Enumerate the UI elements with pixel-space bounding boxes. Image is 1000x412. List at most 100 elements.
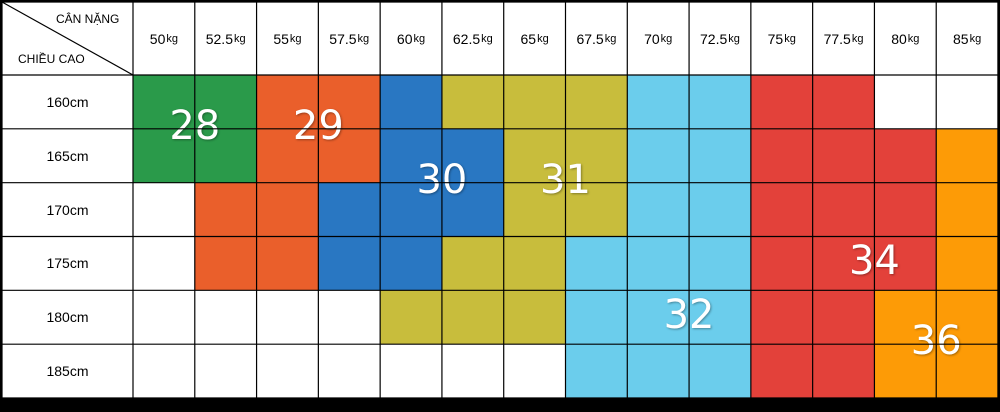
weight-unit: kg xyxy=(969,32,982,45)
weight-value: 77.5 xyxy=(823,30,851,47)
size-cell xyxy=(874,182,937,237)
size-cell xyxy=(689,128,752,184)
size-cell xyxy=(750,290,814,345)
size-label: 31 xyxy=(540,156,591,203)
weight-unit: kg xyxy=(289,32,302,45)
size-cell xyxy=(565,290,628,345)
size-cell xyxy=(936,128,999,184)
size-cell xyxy=(627,236,690,291)
size-cell xyxy=(194,344,258,399)
weight-header: 80 kg xyxy=(874,2,936,75)
weight-header: 62.5 kg xyxy=(442,2,504,75)
size-cell xyxy=(565,236,628,291)
weight-value: 65 xyxy=(520,30,537,47)
weight-value: 70 xyxy=(644,30,660,47)
weight-unit: kg xyxy=(851,32,864,45)
size-cell xyxy=(812,182,875,237)
weight-value: 85 xyxy=(952,30,969,47)
size-cell xyxy=(689,75,752,130)
weight-unit: kg xyxy=(166,32,178,45)
size-cell xyxy=(256,182,319,237)
size-cell xyxy=(750,128,814,184)
size-cell xyxy=(689,236,752,291)
size-cell xyxy=(318,128,381,184)
size-cell xyxy=(256,128,319,184)
size-cell xyxy=(689,182,752,237)
size-cell xyxy=(133,75,196,130)
size-cell xyxy=(318,182,381,237)
weight-header: 85 kg xyxy=(936,2,998,75)
weight-value: 52.5 xyxy=(205,30,233,47)
size-cell xyxy=(750,344,814,399)
size-cell xyxy=(318,344,381,399)
size-cell xyxy=(380,290,443,345)
size-label: 29 xyxy=(292,103,344,150)
size-cell xyxy=(874,344,937,399)
size-cell xyxy=(133,290,196,345)
weight-unit: kg xyxy=(660,32,673,45)
size-cell xyxy=(812,236,875,291)
size-cell xyxy=(503,75,566,130)
size-cell xyxy=(565,75,628,130)
size-cell xyxy=(936,236,999,291)
size-cell xyxy=(194,290,258,345)
weight-header: 75 kg xyxy=(751,2,813,75)
size-cell xyxy=(874,75,937,130)
weight-value: 60 xyxy=(396,30,413,47)
size-cell xyxy=(133,128,196,184)
weight-header: 67.5 kg xyxy=(566,2,628,75)
size-cell xyxy=(627,128,690,184)
size-cell xyxy=(380,75,443,130)
size-cell xyxy=(441,290,505,345)
size-cell xyxy=(750,75,814,130)
weight-header: 77.5 kg xyxy=(813,2,875,75)
weight-unit: kg xyxy=(604,32,617,45)
weight-unit: kg xyxy=(537,32,549,45)
corner-weight-label: CÂN NẶNG xyxy=(56,12,120,26)
weight-value: 55 xyxy=(273,30,289,47)
size-cell xyxy=(936,182,999,237)
size-cell xyxy=(194,182,258,237)
size-cell xyxy=(256,344,319,399)
weight-value: 62.5 xyxy=(452,30,481,47)
size-cell xyxy=(133,236,196,291)
weight-unit: kg xyxy=(413,32,426,45)
weight-unit: kg xyxy=(233,32,246,45)
weight-unit: kg xyxy=(728,32,740,45)
size-label: 32 xyxy=(663,291,715,338)
size-cell xyxy=(194,236,258,291)
size-cell xyxy=(318,290,381,345)
size-cell xyxy=(380,128,443,184)
weight-unit: kg xyxy=(907,32,920,45)
size-cell xyxy=(256,290,319,345)
size-cell xyxy=(503,128,566,184)
height-header: 185cm xyxy=(46,363,89,380)
size-cell xyxy=(750,182,814,237)
weight-header: 57.5 kg xyxy=(318,2,380,75)
size-cell xyxy=(936,344,999,399)
size-cell xyxy=(441,128,505,184)
weight-header: 60 kg xyxy=(380,2,442,75)
size-cell xyxy=(318,75,381,130)
size-label: 30 xyxy=(416,156,468,203)
size-cell xyxy=(812,344,875,399)
weight-header: 52.5 kg xyxy=(195,2,257,75)
weight-header: 50 kg xyxy=(133,2,195,75)
weight-value: 75 xyxy=(767,30,784,47)
size-label: 34 xyxy=(848,237,900,284)
size-cell xyxy=(318,236,381,291)
size-cell xyxy=(812,75,875,130)
size-cell xyxy=(627,75,690,130)
height-header: 160cm xyxy=(46,93,89,110)
size-label: 36 xyxy=(910,318,962,365)
size-cell xyxy=(441,182,505,237)
size-cell xyxy=(133,182,196,237)
size-cell xyxy=(441,75,505,130)
size-cell xyxy=(750,236,814,291)
weight-unit: kg xyxy=(784,32,796,45)
size-label: 28 xyxy=(169,103,221,150)
size-cell xyxy=(689,290,752,345)
weight-value: 67.5 xyxy=(576,30,604,47)
size-cell xyxy=(380,182,443,237)
height-header: 175cm xyxy=(46,255,89,272)
